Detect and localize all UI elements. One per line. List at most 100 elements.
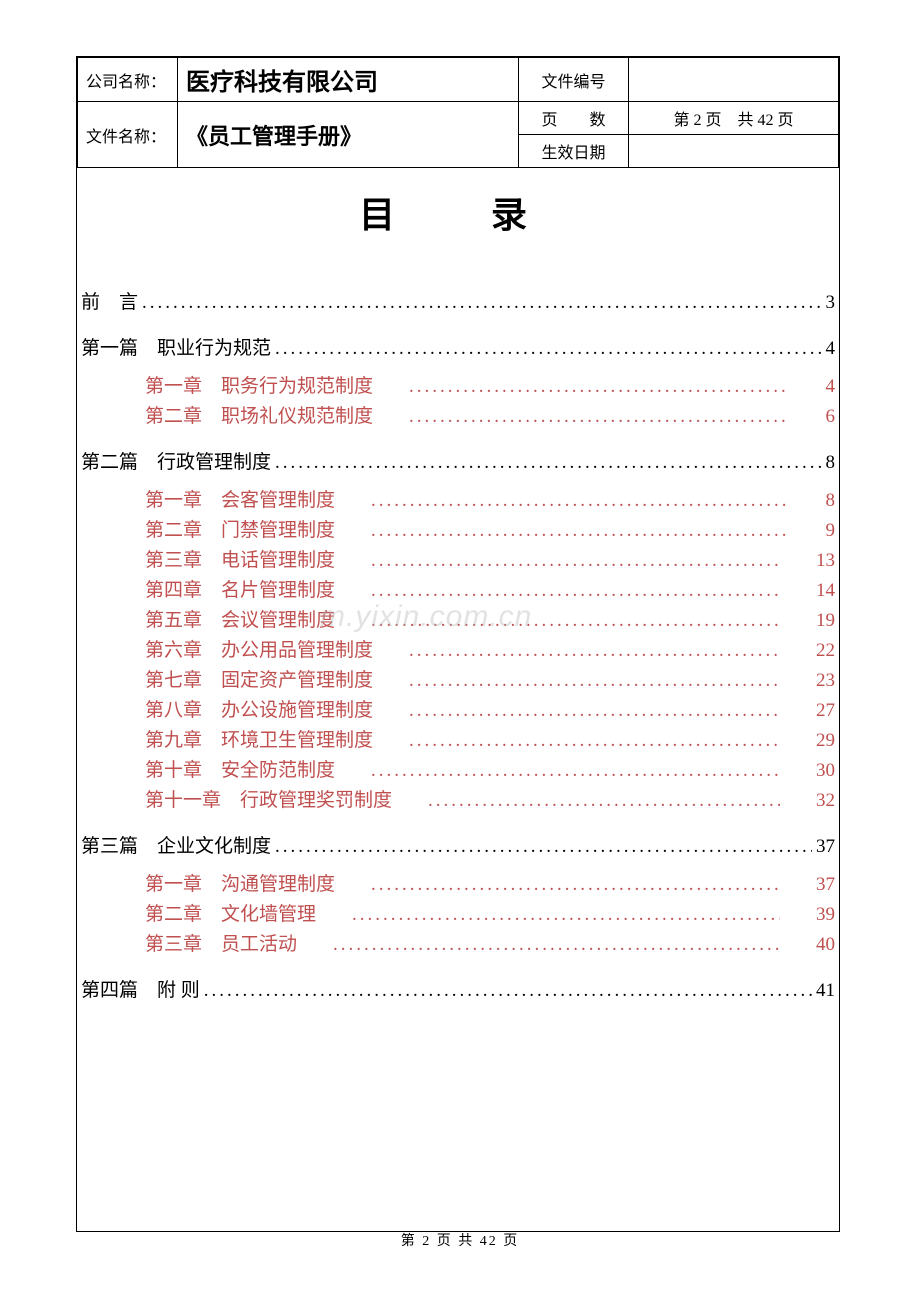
toc-row: 第一章 职务行为规范制度 4 [81,372,835,402]
toc-dots [320,900,780,930]
company-label: 公司名称： [78,58,178,102]
toc-page: 8 [826,448,836,478]
toc-dots [339,576,780,606]
toc-label: 前 言 [81,288,138,318]
toc-label: 第三篇 企业文化制度 [81,832,271,862]
toc-row: 第四章 名片管理制度 14 [81,576,835,606]
toc-page: 39 [784,900,835,930]
toc-row: 第一章 沟通管理制度 37 [81,870,835,900]
toc-page: 37 [816,832,835,862]
toc-label: 第十章 安全防范制度 [113,756,335,786]
toc-page: 27 [784,696,835,726]
page-label: 页 数 [519,102,629,135]
toc-row: 第一篇 职业行为规范 4 [81,334,835,364]
toc-dots [377,402,789,432]
toc-label: 第八章 办公设施管理制度 [113,696,373,726]
toc-page: 3 [826,288,836,318]
toc-dots [142,288,821,318]
toc-label: 第三章 员工活动 [113,930,297,960]
toc-label: 第三章 电话管理制度 [113,546,335,576]
toc-label: 第九章 环境卫生管理制度 [113,726,373,756]
toc-label: 第四章 名片管理制度 [113,576,335,606]
toc-row: 第五章 会议管理制度 19 [81,606,835,636]
company-name: 医疗科技有限公司 [186,69,378,96]
toc-page: 32 [784,786,835,816]
doc-label: 文件名称： [78,102,178,168]
toc-dots [377,636,780,666]
toc-row: 第二章 文化墙管理39 [81,900,835,930]
toc-row: 前 言 3 [81,288,835,318]
toc-label: 第五章 会议管理制度 [113,606,335,636]
toc-dots [275,334,821,364]
toc-row: 第六章 办公用品管理制度 22 [81,636,835,666]
toc-row: 第三章 电话管理制度 13 [81,546,835,576]
toc-label: 第一章 职务行为规范制度 [113,372,373,402]
toc-label: 第二章 职场礼仪规范制度 [113,402,373,432]
toc-label: 第二篇 行政管理制度 [81,448,271,478]
toc-row: 第四篇 附 则 41 [81,976,835,1006]
toc-dots [275,832,812,862]
toc-dots [339,870,780,900]
toc-dots [339,606,780,636]
toc-page: 29 [784,726,835,756]
toc-page: 4 [794,372,836,402]
page-title: 目 录 [359,194,557,235]
toc-label: 第一章 沟通管理制度 [113,870,335,900]
effective-label: 生效日期 [519,135,629,168]
toc-dots [301,930,780,960]
toc-page: 30 [784,756,835,786]
toc-label: 第六章 办公用品管理制度 [113,636,373,666]
toc-dots [377,666,780,696]
toc-row: 第十一章 行政管理奖罚制度 32 [81,786,835,816]
toc-page: 8 [794,486,836,516]
toc-dots [377,726,780,756]
toc-page: 23 [784,666,835,696]
toc-page: 9 [794,516,836,546]
toc-dots [377,696,780,726]
file-no-label: 文件编号 [519,58,629,102]
toc-row: 第九章 环境卫生管理制度 29 [81,726,835,756]
page-border: 公司名称： 医疗科技有限公司 文件编号 文件名称： 《员工管理手册》 页 数 第… [76,56,840,1232]
toc-label: 第十一章 行政管理奖罚制度 [113,786,392,816]
header-table: 公司名称： 医疗科技有限公司 文件编号 文件名称： 《员工管理手册》 页 数 第… [77,57,839,168]
toc-dots [204,976,812,1006]
title-section: 目 录 [77,168,839,288]
toc-page: 14 [784,576,835,606]
toc-row: 第八章 办公设施管理制度 27 [81,696,835,726]
toc-label: 第一章 会客管理制度 [113,486,335,516]
file-no-value [629,58,839,102]
toc-row: 第一章 会客管理制度 8 [81,486,835,516]
doc-name-cell: 《员工管理手册》 [178,102,519,168]
page-value: 第 2 页 共 42 页 [629,102,839,135]
toc-page: 19 [784,606,835,636]
toc: 前 言3第一篇 职业行为规范4第一章 职务行为规范制度4第二章 职场礼仪规范制度… [77,288,839,1006]
toc-label: 第二章 门禁管理制度 [113,516,335,546]
toc-row: 第二章 职场礼仪规范制度 6 [81,402,835,432]
company-name-cell: 医疗科技有限公司 [178,58,519,102]
toc-dots [377,372,789,402]
toc-page: 13 [784,546,835,576]
toc-dots [339,516,789,546]
toc-page: 40 [784,930,835,960]
toc-label: 第四篇 附 则 [81,976,200,1006]
toc-dots [339,756,780,786]
toc-dots [339,546,780,576]
toc-row: 第二篇 行政管理制度 8 [81,448,835,478]
toc-dots [339,486,789,516]
toc-row: 第三章 员工活动 40 [81,930,835,960]
toc-row: 第七章 固定资产管理制度 23 [81,666,835,696]
toc-dots [275,448,821,478]
doc-name: 《员工管理手册》 [186,124,362,149]
toc-row: 第十章 安全防范制度 30 [81,756,835,786]
toc-row: 第三篇 企业文化制度 37 [81,832,835,862]
footer: 第 2 页 共 42 页 [0,1230,920,1250]
toc-dots [396,786,780,816]
toc-label: 第一篇 职业行为规范 [81,334,271,364]
toc-row: 第二章 门禁管理制度 9 [81,516,835,546]
toc-label: 第七章 固定资产管理制度 [113,666,373,696]
toc-page: 41 [816,976,835,1006]
toc-page: 4 [826,334,836,364]
toc-page: 6 [794,402,836,432]
toc-page: 22 [784,636,835,666]
toc-page: 37 [784,870,835,900]
